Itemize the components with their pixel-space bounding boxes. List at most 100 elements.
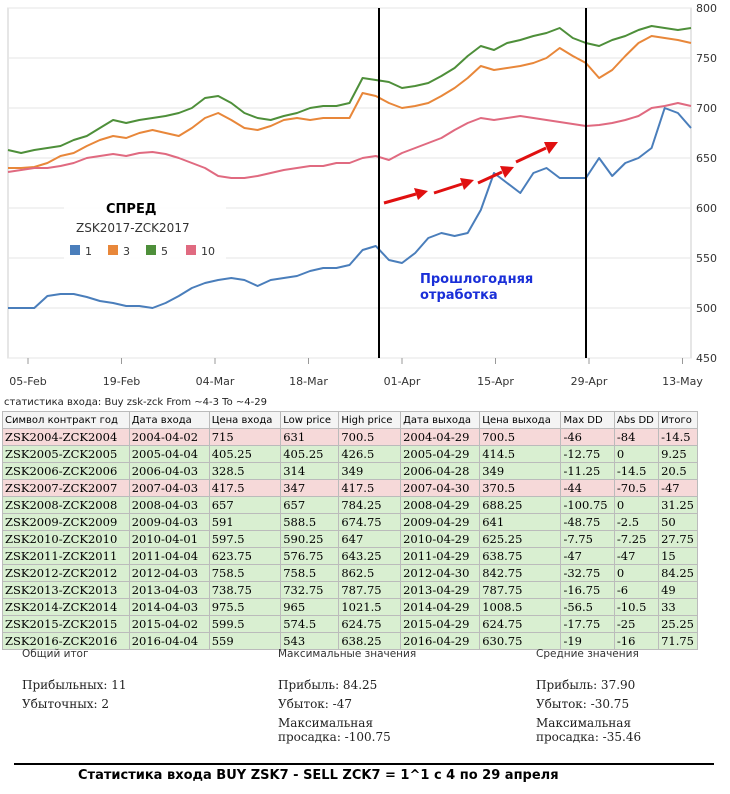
table-cell: 787.75 <box>338 581 402 599</box>
x-tick-label: 18-Mar <box>289 375 328 388</box>
table-row: ZSK2008-ZCK2008 2008-04-03 657 657 784.25 200… <box>2 496 698 514</box>
table-cell: 574.5 <box>280 615 340 633</box>
divider <box>14 763 714 765</box>
summary-max-profit: Прибыль: 84.25 <box>278 678 378 692</box>
table-cell: 688.25 <box>479 496 562 514</box>
table-header-row: Символ контракт год Дата входа Цена входа L… <box>2 411 698 429</box>
summary-max-dd-value: просадка: -100.75 <box>278 730 391 744</box>
table-cell: -32.75 <box>560 564 615 582</box>
arrow-icon <box>433 178 474 195</box>
summary-max-dd-label: Максимальная <box>278 716 374 730</box>
table-cell: -2.5 <box>613 513 660 531</box>
summary-avg-loss: Убыток: -30.75 <box>536 697 630 711</box>
table-cell: 2005-04-29 <box>400 445 481 463</box>
table-row: ZSK2013-ZCK2013 2013-04-03 738.75 732.75 787… <box>2 581 698 599</box>
table-cell: 2012-04-30 <box>400 564 481 582</box>
table-cell: 2009-04-29 <box>400 513 481 531</box>
column-header: High price <box>338 411 402 429</box>
table-cell: ZSK2016-ZCK2016 <box>2 632 130 650</box>
series-line-10 <box>7 102 692 179</box>
table-cell: -48.75 <box>560 513 615 531</box>
table-cell: ZSK2014-ZCK2014 <box>2 598 130 616</box>
table-cell: 49 <box>658 581 698 599</box>
table-cell: 2010-04-29 <box>400 530 481 548</box>
table-cell: 0 <box>613 445 660 463</box>
table-cell: -10.5 <box>613 598 660 616</box>
table-cell: 732.75 <box>280 581 340 599</box>
table-cell: 314 <box>280 462 340 480</box>
series-line-3 <box>8 35 692 169</box>
table-cell: 328.5 <box>208 462 282 480</box>
column-header: Итого <box>658 411 698 429</box>
table-cell: -47 <box>658 479 698 497</box>
table-row: ZSK2010-ZCK2010 2010-04-01 597.5 590.25 647 2… <box>2 530 698 548</box>
table-cell: -7.75 <box>560 530 615 548</box>
stats-table: Символ контракт год Дата входа Цена входа L… <box>2 411 698 650</box>
table-cell: 414.5 <box>479 445 562 463</box>
y-tick-label: 450 <box>696 352 717 365</box>
table-cell: 597.5 <box>208 530 282 548</box>
table-row: ZSK2009-ZCK2009 2009-04-03 591 588.5 674.75 2… <box>2 513 698 531</box>
summary-max: Максимальные значения Прибыль: 84.25 Убы… <box>278 648 508 749</box>
table-cell: ZSK2004-ZCK2004 <box>2 428 130 446</box>
y-tick-label: 750 <box>696 52 717 65</box>
annotation-line-1: Прошлогодняя <box>420 272 533 287</box>
table-cell: 2013-04-29 <box>400 581 481 599</box>
table-cell: 2010-04-01 <box>128 530 210 548</box>
table-cell: 2015-04-02 <box>128 615 210 633</box>
table-cell: 674.75 <box>338 513 402 531</box>
table-cell: 738.75 <box>208 581 282 599</box>
table-row: ZSK2014-ZCK2014 2014-04-03 975.5 965 1021.5 2… <box>2 598 698 616</box>
arrow-icon <box>515 142 558 164</box>
table-cell: 591 <box>208 513 282 531</box>
table-cell: 2009-04-03 <box>128 513 210 531</box>
legend-swatch <box>108 245 118 255</box>
table-cell: 758.5 <box>208 564 282 582</box>
table-cell: 25.25 <box>658 615 698 633</box>
table-cell: 0 <box>613 564 660 582</box>
table-cell: -47 <box>613 547 660 565</box>
table-cell: 630.75 <box>479 632 562 650</box>
summary-profitable: Прибыльных: 11 <box>22 678 127 692</box>
table-cell: 2016-04-04 <box>128 632 210 650</box>
column-header: Цена входа <box>208 411 282 429</box>
x-tick-label: 01-Apr <box>384 375 421 388</box>
table-cell: 643.25 <box>338 547 402 565</box>
column-header: Max DD <box>560 411 615 429</box>
table-cell: 784.25 <box>338 496 402 514</box>
table-cell: 624.75 <box>479 615 562 633</box>
table-cell: 638.25 <box>338 632 402 650</box>
table-cell: 405.25 <box>280 445 340 463</box>
table-cell: 559 <box>208 632 282 650</box>
table-cell: -84 <box>613 428 660 446</box>
table-cell: 2011-04-29 <box>400 547 481 565</box>
table-cell: 657 <box>208 496 282 514</box>
table-cell: 625.25 <box>479 530 562 548</box>
table-row: ZSK2005-ZCK2005 2005-04-04 405.25 405.25 426… <box>2 445 698 463</box>
table-cell: 71.75 <box>658 632 698 650</box>
y-axis: 450 500 550 600 650 700 750 800 <box>696 2 717 365</box>
table-cell: 787.75 <box>479 581 562 599</box>
table-cell: ZSK2009-ZCK2009 <box>2 513 130 531</box>
table-cell: -7.25 <box>613 530 660 548</box>
table-cell: 2007-04-30 <box>400 479 481 497</box>
arrow-icon <box>477 166 514 185</box>
table-cell: -56.5 <box>560 598 615 616</box>
y-tick-label: 700 <box>696 102 717 115</box>
table-cell: 20.5 <box>658 462 698 480</box>
table-cell: -100.75 <box>560 496 615 514</box>
series-lines <box>7 25 692 309</box>
table-cell: 2015-04-29 <box>400 615 481 633</box>
summary-max-title: Максимальные значения <box>278 648 417 660</box>
table-cell: 700.5 <box>338 428 402 446</box>
stats-title: статистика входа: Buy zsk-zck From ~4-3 … <box>4 397 267 408</box>
legend-swatch <box>186 245 196 255</box>
table-cell: 758.5 <box>280 564 340 582</box>
table-cell: -19 <box>560 632 615 650</box>
table-cell: -6 <box>613 581 660 599</box>
annotation-line-2: отработка <box>420 288 498 303</box>
table-cell: -11.25 <box>560 462 615 480</box>
table-cell: -25 <box>613 615 660 633</box>
table-cell: ZSK2013-ZCK2013 <box>2 581 130 599</box>
table-cell: -12.75 <box>560 445 615 463</box>
